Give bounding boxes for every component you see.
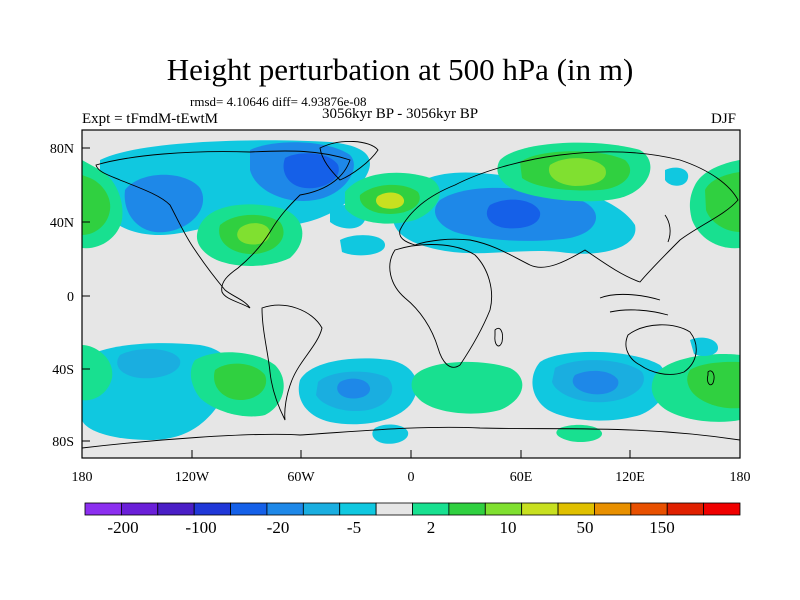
contour-npacific-low [124,174,204,233]
lon-tick-label: 60E [510,470,533,485]
colorbar-label: -100 [185,518,216,537]
colorbar-swatch [375,502,413,516]
colorbar [84,502,741,516]
coast-antarctica [82,426,740,449]
colorbar-swatch [157,502,195,516]
coast-eurasia [399,151,739,283]
coast-africa [389,244,493,368]
colorbar-label: 50 [577,518,594,537]
colorbar-swatch [448,502,486,516]
colorbar-swatch [84,502,122,516]
coast-north-america [95,150,351,309]
colorbar-label: 10 [500,518,517,537]
colorbar-swatch [557,502,595,516]
colorbar-swatch [120,502,159,516]
lon-tick-label: 60W [287,470,315,485]
colorbar-label: -20 [267,518,290,537]
colorbar-swatch [302,502,341,516]
experiment-label: Expt = tFmdM-tEwtM [82,111,218,127]
coast-japan [664,214,671,243]
contour-sindian-high [411,361,523,414]
colorbar-labels: -200 -100 -20 -5 2 10 50 150 [107,518,674,537]
coastlines [82,140,740,449]
lat-tick-label: 80S [52,435,74,450]
colorbar-label: 2 [427,518,436,537]
colorbar-swatch [412,502,450,516]
contour-eurasia-core [486,199,541,229]
stats-text: rmsd= 4.10646 diff= 4.93876e-08 [190,94,367,109]
coast-south-america [261,304,323,421]
contour-npacific-east-mid [705,172,740,232]
coast-madagascar [494,327,503,347]
colorbar-swatch [703,502,741,516]
lon-tick-label: 0 [408,470,415,485]
contour-natlantic-core [376,192,405,209]
lat-tick-label: 80N [50,142,74,157]
contour-spacific-west-high [82,345,113,401]
lon-tick-label: 180 [730,470,751,485]
contour-npacific-west-mid [82,175,111,235]
colorbar-swatch [666,502,705,516]
colorbar-swatch [630,502,668,516]
colorbar-swatch [594,502,632,516]
coast-indonesia [599,293,669,316]
colorbar-swatch [339,502,377,516]
contour-spacific-mid [117,348,181,379]
chart-title: Height perturbation at 500 hPa (in m) [166,52,634,87]
lon-axis: 180 120W 60W 0 60E 120E 180 [72,450,751,485]
coast-australia [625,324,697,375]
contour-satlantic-core [337,378,371,399]
colorbar-label: -5 [347,518,361,537]
lon-tick-label: 120W [175,470,210,485]
coast-new-zealand [707,370,715,386]
season-label: DJF [711,111,737,127]
colorbar-label: 150 [649,518,675,537]
contour-swpacific-mid [687,361,740,409]
contour-field [82,130,740,458]
contour-eamerica-core [237,223,271,245]
contour-small-blue-box [340,235,385,256]
colorbar-label: -200 [107,518,138,537]
contour-spacific-high-mid [214,363,267,400]
colorbar-swatch [484,502,523,516]
lon-tick-label: 180 [72,470,93,485]
contour-sindian-low-core [572,370,619,395]
colorbar-swatch [266,502,304,516]
contour-australia-blue [690,337,718,356]
coast-greenland [319,140,379,181]
lat-axis: 80N 40N 0 40S 80S [50,142,90,450]
colorbar-swatch [193,502,231,516]
contour-npacific-small [665,167,689,186]
colorbar-swatch [521,502,559,516]
colorbar-swatch [230,502,268,516]
lat-tick-label: 40S [52,363,74,378]
lon-tick-label: 120E [615,470,645,485]
contour-siberia-core [548,158,606,186]
lat-tick-label: 40N [50,216,74,231]
lat-tick-label: 0 [67,290,74,305]
period-label: 3056kyr BP - 3056kyr BP [322,106,479,122]
